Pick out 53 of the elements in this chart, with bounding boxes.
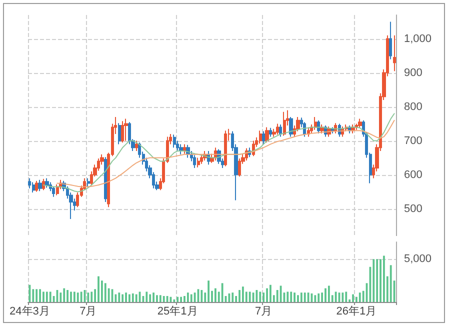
x-tick-label: 7月 bbox=[255, 306, 272, 318]
candlestick bbox=[124, 118, 128, 142]
candlestick bbox=[166, 136, 169, 164]
candlestick bbox=[173, 134, 176, 148]
y-tick-label: 500 bbox=[404, 202, 422, 215]
candlestick bbox=[45, 178, 49, 188]
y-tick-label: 700 bbox=[404, 134, 422, 147]
y-tick-label: 5,000 bbox=[404, 253, 432, 266]
candlestick bbox=[303, 122, 306, 138]
candlestick bbox=[52, 186, 55, 198]
x-tick-label: 26年1月 bbox=[336, 306, 377, 318]
candlestick bbox=[393, 34, 396, 72]
candlestick bbox=[279, 124, 282, 138]
candlestick bbox=[197, 157, 200, 168]
candlestick bbox=[276, 123, 279, 136]
candlestick bbox=[121, 120, 124, 143]
candlestick bbox=[42, 178, 45, 191]
candlestick bbox=[269, 127, 272, 138]
y-tick-label: 600 bbox=[404, 168, 422, 181]
candlestick bbox=[135, 140, 138, 152]
x-tick-label: 7月 bbox=[80, 306, 97, 318]
candlestick bbox=[38, 179, 42, 192]
y-tick-label: 1,000 bbox=[404, 32, 432, 45]
candlestick bbox=[238, 158, 241, 177]
candlestick bbox=[389, 21, 392, 60]
x-tick-label: 25年1月 bbox=[157, 306, 198, 318]
x-tick-label: 24年3月 bbox=[10, 306, 50, 318]
candlestick bbox=[307, 126, 310, 138]
candlestick bbox=[179, 144, 183, 155]
candlestick bbox=[265, 126, 269, 143]
candlestick bbox=[283, 111, 286, 136]
line-series bbox=[56, 120, 395, 188]
candlestick bbox=[224, 130, 227, 167]
candlestick bbox=[87, 178, 90, 188]
candlestick bbox=[28, 178, 31, 189]
candlestick bbox=[200, 154, 203, 164]
candlestick bbox=[331, 126, 334, 134]
candlestick bbox=[289, 116, 293, 138]
candlestick bbox=[35, 180, 38, 192]
candlestick bbox=[262, 130, 265, 145]
candlestick bbox=[104, 156, 107, 202]
candlestick bbox=[317, 120, 320, 134]
candlestick bbox=[183, 144, 186, 154]
candlestick bbox=[358, 118, 362, 128]
candlestick bbox=[118, 122, 121, 145]
candlestick bbox=[259, 130, 262, 144]
y-tick-label: 800 bbox=[404, 100, 422, 113]
y-tick-label: 900 bbox=[404, 66, 422, 79]
candlestick bbox=[272, 128, 276, 138]
candlestick bbox=[32, 182, 35, 193]
candlestick bbox=[56, 184, 59, 196]
line-series bbox=[42, 113, 395, 192]
candlestick bbox=[193, 154, 196, 168]
